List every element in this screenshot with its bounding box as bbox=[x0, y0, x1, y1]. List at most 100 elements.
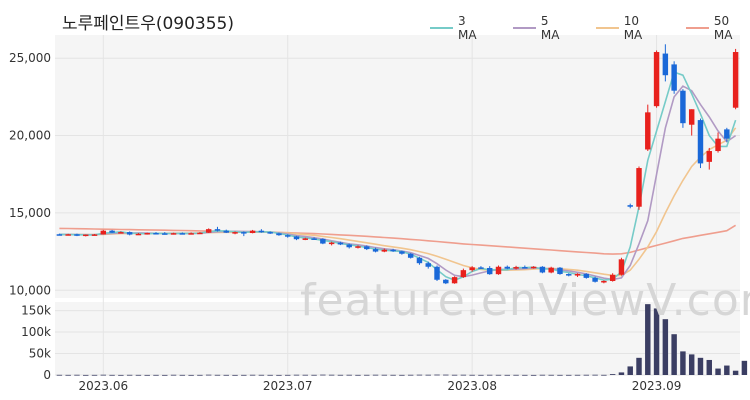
candle-body bbox=[592, 277, 598, 282]
candle-body bbox=[100, 230, 107, 235]
candle bbox=[460, 268, 467, 278]
candle-body bbox=[601, 280, 607, 283]
candle bbox=[706, 147, 712, 170]
candle-body bbox=[320, 238, 326, 244]
candle bbox=[328, 241, 335, 246]
legend-item-ma10[interactable]: 10 MA bbox=[595, 14, 660, 42]
candle bbox=[557, 267, 563, 275]
volume-tick-label: 100k bbox=[21, 325, 51, 339]
candle bbox=[574, 273, 581, 277]
volume-bar bbox=[126, 374, 133, 376]
candle-body bbox=[706, 151, 712, 162]
date-tick-label: 2023.08 bbox=[447, 379, 497, 393]
candle-body bbox=[504, 266, 510, 269]
volume-bar bbox=[214, 374, 221, 376]
volume-axis-ticks: 0 50k 100k 150k bbox=[21, 304, 51, 382]
volume-bar bbox=[293, 374, 300, 376]
volume-bar bbox=[355, 374, 361, 376]
price-tick-label: 15,000 bbox=[9, 206, 51, 220]
candle bbox=[513, 265, 519, 270]
candle-body bbox=[513, 267, 519, 269]
price-axis-ticks: 10,000 15,000 20,000 25,000 bbox=[9, 51, 51, 297]
volume-bar bbox=[258, 374, 265, 376]
candle-body bbox=[390, 249, 396, 252]
candle-body bbox=[662, 53, 669, 76]
candle-body bbox=[732, 52, 739, 108]
candle bbox=[451, 276, 458, 284]
candle-body bbox=[197, 232, 203, 235]
volume-bar bbox=[495, 374, 502, 376]
volume-bar bbox=[539, 374, 546, 376]
volume-bar bbox=[118, 374, 124, 376]
candle bbox=[311, 237, 317, 240]
legend-item-ma50[interactable]: 50 MA bbox=[685, 14, 750, 42]
volume-bar bbox=[601, 374, 607, 376]
candle-body bbox=[56, 234, 63, 236]
volume-bar bbox=[311, 374, 317, 376]
candle bbox=[276, 232, 282, 236]
legend-item-ma5[interactable]: 5 MA bbox=[512, 14, 570, 42]
candle-body bbox=[91, 234, 98, 236]
candle bbox=[443, 279, 449, 285]
candle bbox=[197, 232, 203, 235]
volume-bar bbox=[74, 374, 80, 376]
volume-bar bbox=[302, 374, 309, 376]
candle-body bbox=[372, 249, 379, 252]
candle-body bbox=[381, 249, 388, 252]
volume-bar bbox=[522, 374, 528, 376]
candle bbox=[495, 265, 502, 275]
volume-bars bbox=[56, 304, 748, 376]
candle-body bbox=[486, 267, 493, 275]
volume-bar bbox=[636, 357, 642, 375]
candle-body bbox=[267, 232, 273, 234]
candle-body bbox=[328, 242, 335, 245]
legend-item-ma3[interactable]: 3 MA bbox=[430, 14, 487, 42]
volume-tick-label: 50k bbox=[29, 347, 51, 361]
gridlines bbox=[55, 35, 740, 376]
volume-bar bbox=[197, 374, 203, 376]
candle bbox=[407, 253, 414, 259]
candle-body bbox=[548, 267, 554, 273]
volume-bar bbox=[425, 374, 431, 376]
candle bbox=[355, 245, 361, 249]
candle bbox=[688, 109, 695, 136]
candle-body bbox=[653, 52, 660, 107]
candle bbox=[478, 266, 484, 269]
volume-bar bbox=[285, 374, 291, 376]
candle bbox=[583, 273, 590, 279]
candle-body bbox=[337, 242, 344, 245]
volume-bar bbox=[249, 374, 256, 376]
candle-body bbox=[618, 259, 625, 275]
volume-bar bbox=[65, 374, 71, 376]
volume-bar bbox=[135, 374, 142, 376]
candle-body bbox=[74, 234, 80, 236]
candle-body bbox=[627, 205, 633, 207]
volume-bar bbox=[153, 374, 159, 376]
watermark: feature.enViewV.com bbox=[300, 275, 750, 326]
candle bbox=[126, 231, 133, 236]
candle-body bbox=[566, 274, 572, 276]
candle bbox=[74, 233, 80, 237]
candle-body bbox=[83, 234, 89, 237]
volume-bar bbox=[609, 374, 616, 375]
candle bbox=[258, 229, 265, 233]
candle bbox=[609, 273, 616, 282]
candle-body bbox=[443, 279, 449, 284]
candle bbox=[636, 166, 642, 210]
candle bbox=[346, 243, 352, 249]
candle bbox=[601, 280, 607, 284]
candle bbox=[249, 229, 256, 234]
candle-body bbox=[416, 257, 423, 264]
candle-body bbox=[399, 251, 405, 254]
volume-bar bbox=[83, 374, 89, 376]
candle bbox=[486, 266, 493, 275]
volume-bar bbox=[583, 374, 590, 376]
candle bbox=[223, 229, 229, 234]
candle bbox=[627, 203, 633, 209]
candle-body bbox=[539, 266, 546, 273]
volume-bar bbox=[486, 374, 493, 376]
price-panel bbox=[55, 35, 740, 298]
volume-bar bbox=[645, 304, 651, 375]
candle bbox=[188, 232, 194, 235]
volume-bar bbox=[91, 374, 98, 376]
